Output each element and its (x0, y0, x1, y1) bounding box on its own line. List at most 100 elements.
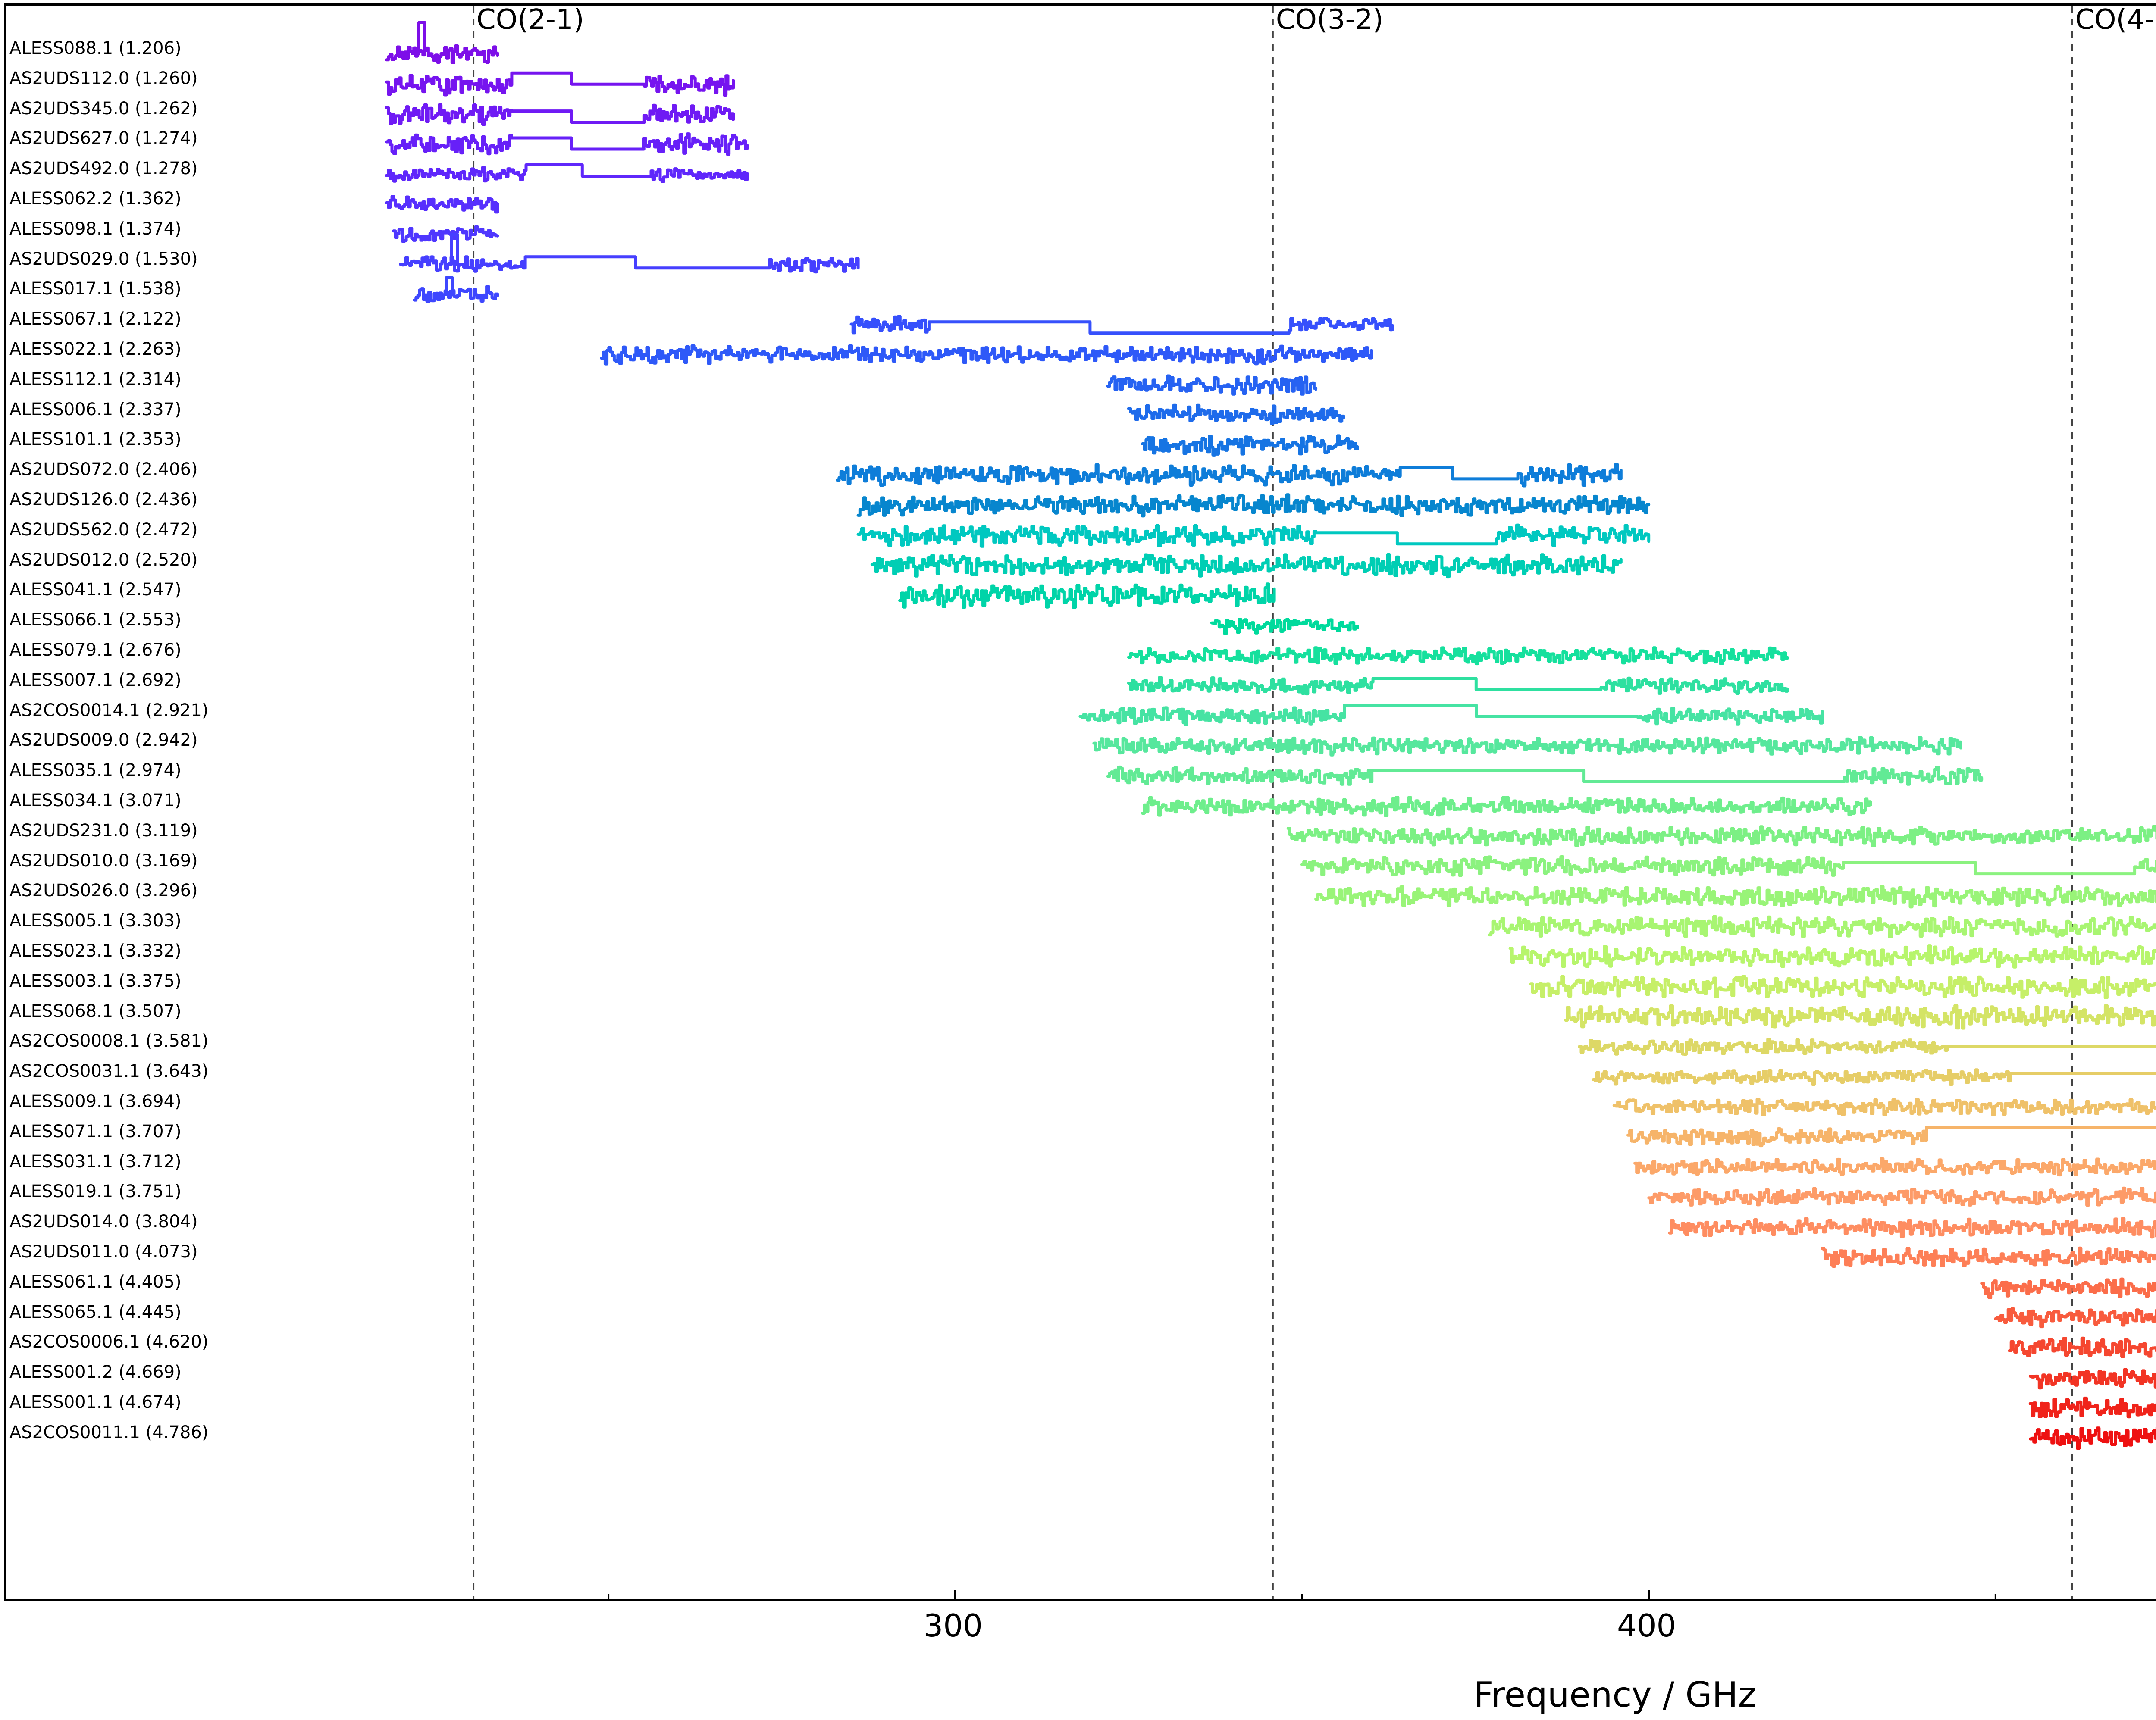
spectrum-trace (1127, 403, 1345, 425)
source-label: ALESS065.1 (4.445) (9, 1302, 182, 1322)
spectrum-trace (898, 582, 1276, 609)
source-label: ALESS003.1 (3.375) (9, 971, 182, 991)
source-label: ALESS067.1 (2.122) (9, 309, 182, 329)
spectrum-trace (2028, 1368, 2156, 1390)
spectrum-trace (1127, 646, 1789, 666)
source-label: ALESS035.1 (2.974) (9, 760, 182, 781)
spectrum-trace (1210, 618, 1359, 635)
spectrum-trace (1141, 796, 1872, 817)
spectrum-trace (1286, 825, 2156, 847)
source-label: AS2COS0031.1 (3.643) (9, 1061, 209, 1082)
source-label: AS2COS0008.1 (3.581) (9, 1031, 209, 1051)
spectrum-trace (1488, 915, 2156, 938)
source-label: ALESS007.1 (2.692) (9, 670, 182, 690)
x-tick-label: 300 (923, 1607, 983, 1644)
source-label: ALESS041.1 (2.547) (9, 580, 182, 600)
line-label-CO(4-3): CO(4-3) (2075, 4, 2156, 36)
source-label: AS2UDS029.0 (1.530) (9, 249, 198, 269)
spectrum-trace (1141, 434, 1359, 457)
spectrum-trace (392, 225, 499, 243)
spectrum-trace (849, 315, 1394, 335)
source-label: AS2UDS026.0 (3.296) (9, 881, 198, 901)
spectrum-trace (1592, 1068, 2156, 1086)
source-label: AS2UDS112.0 (1.260) (9, 68, 198, 88)
source-label: ALESS061.1 (4.405) (9, 1272, 182, 1292)
source-label: AS2UDS072.0 (2.406) (9, 460, 198, 480)
spectrum-trace (2028, 1426, 2156, 1450)
spectrum-trace (1078, 704, 1824, 726)
source-label: ALESS006.1 (2.337) (9, 399, 182, 419)
source-label: ALESS062.2 (1.362) (9, 189, 182, 209)
source-label: ALESS066.1 (2.553) (9, 610, 182, 630)
spectrum-trace (1612, 1098, 2156, 1116)
source-label: ALESS031.1 (3.712) (9, 1151, 182, 1172)
line-label-CO(2-1): CO(2-1) (476, 4, 584, 36)
spectrum-trace (836, 463, 1623, 488)
spectrum-trace (1300, 855, 2156, 877)
spectrum-trace (1633, 1157, 2156, 1177)
plot-area (4, 3, 2156, 1601)
spectrum-trace (1626, 1126, 2156, 1148)
x-tick-label: 400 (1617, 1607, 1677, 1644)
source-label: ALESS001.1 (4.674) (9, 1392, 182, 1412)
source-label: ALESS079.1 (2.676) (9, 640, 182, 660)
spectrum-trace (1106, 374, 1318, 396)
spectrum-trace (399, 233, 860, 274)
source-label: ALESS112.1 (2.314) (9, 369, 182, 389)
source-label: ALESS009.1 (3.694) (9, 1091, 182, 1111)
source-label: AS2UDS011.0 (4.073) (9, 1242, 198, 1262)
line-label-CO(3-2): CO(3-2) (1275, 4, 1384, 36)
spectrum-trace (385, 103, 735, 126)
spectrum-trace (385, 71, 735, 97)
spectrum-trace (385, 21, 499, 64)
spectrum-trace (413, 276, 499, 303)
source-label: ALESS017.1 (1.538) (9, 279, 182, 299)
spectrum-trace (2008, 1336, 2156, 1358)
spectrum-trace (1564, 1004, 2156, 1030)
spectrum-trace (1106, 765, 1984, 786)
source-label: AS2COS0006.1 (4.620) (9, 1332, 209, 1352)
source-label: AS2UDS562.0 (2.472) (9, 519, 198, 540)
spectrum-trace (1980, 1277, 2156, 1299)
spectrum-trace (600, 344, 1373, 366)
source-label: ALESS019.1 (3.751) (9, 1182, 182, 1202)
spectrum-trace (2028, 1396, 2156, 1419)
spectrum-trace (870, 553, 1623, 579)
spectrum-trace (385, 163, 749, 183)
source-label: ALESS088.1 (1.206) (9, 38, 182, 58)
source-label: AS2COS0011.1 (4.786) (9, 1422, 209, 1442)
spectrum-trace (1821, 1246, 2156, 1268)
source-label: AS2UDS010.0 (3.169) (9, 851, 198, 871)
spectrum-trace (1647, 1186, 2156, 1207)
spectrum-trace (1994, 1307, 2156, 1329)
source-label: AS2UDS345.0 (1.262) (9, 98, 198, 119)
spectra-canvas (385, 6, 2156, 1599)
x-axis-title: Frequency / GHz (1473, 1675, 1756, 1715)
source-label: AS2UDS014.0 (3.804) (9, 1212, 198, 1232)
source-label: ALESS023.1 (3.332) (9, 941, 182, 961)
spectrum-trace (1529, 975, 2156, 999)
spectrum-trace (1668, 1217, 2156, 1239)
source-label: ALESS034.1 (3.071) (9, 791, 182, 810)
spectrum-trace (1508, 944, 2156, 969)
source-label: ALESS101.1 (2.353) (9, 429, 182, 450)
spectrum-trace (385, 195, 499, 214)
source-label: AS2UDS126.0 (2.436) (9, 490, 198, 510)
source-label: AS2UDS012.0 (2.520) (9, 550, 198, 570)
source-label: AS2UDS627.0 (1.274) (9, 128, 198, 149)
source-label: AS2UDS231.0 (3.119) (9, 820, 198, 841)
spectrum-trace (1578, 1038, 2156, 1056)
source-label: ALESS001.2 (4.669) (9, 1362, 182, 1382)
source-label: ALESS022.1 (2.263) (9, 339, 182, 359)
source-label: ALESS068.1 (3.507) (9, 1001, 182, 1021)
source-label: ALESS098.1 (1.374) (9, 219, 182, 239)
source-label: AS2UDS009.0 (2.942) (9, 730, 198, 751)
source-label: AS2COS0014.1 (2.921) (9, 700, 209, 720)
spectrum-trace (1092, 736, 1962, 757)
spectrum-trace (1127, 676, 1789, 696)
spectrum-trace (1314, 885, 2156, 909)
spectrum-trace (856, 523, 1651, 548)
source-label: ALESS071.1 (3.707) (9, 1121, 182, 1141)
spectrum-trace (856, 493, 1651, 518)
